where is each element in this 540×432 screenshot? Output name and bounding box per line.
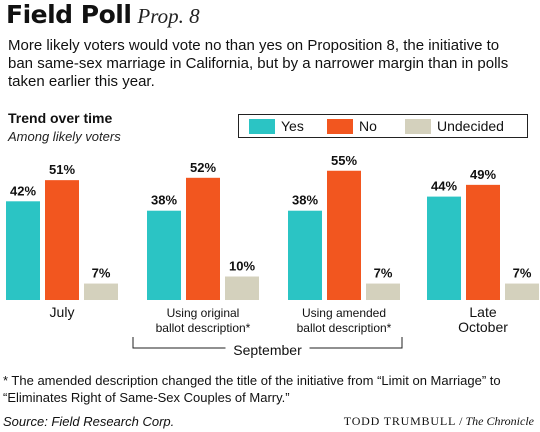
data-label-no-0: 51%: [49, 162, 75, 177]
data-label-yes-2: 38%: [292, 193, 318, 208]
category-label-2-1: ballot description*: [297, 321, 392, 335]
data-label-yes-3: 44%: [431, 179, 457, 194]
data-label-no-3: 49%: [470, 167, 496, 182]
data-label-undecided-0: 7%: [92, 266, 111, 281]
legend-item-no: No: [327, 118, 377, 134]
bar-yes-0: [6, 201, 40, 300]
headline: Field Poll Prop. 8: [6, 0, 200, 29]
footnote: * The amended description changed the ti…: [3, 373, 501, 405]
bar-undecided-2: [366, 283, 400, 300]
group-bracket-label-bg: [225, 342, 310, 358]
bar-no-0: [45, 180, 79, 300]
group-bracket-label: September: [233, 342, 302, 358]
bar-undecided-1: [225, 276, 259, 300]
category-label-2-0: Using amended: [302, 306, 386, 320]
section-title: Trend over time: [8, 110, 113, 126]
credit-paper: The Chronicle: [465, 414, 534, 428]
intro-text: More likely voters would vote no than ye…: [8, 37, 509, 90]
data-label-no-2: 55%: [331, 153, 357, 168]
data-label-undecided-3: 7%: [513, 266, 532, 281]
data-label-yes-1: 38%: [151, 193, 177, 208]
legend-item-yes: Yes: [249, 118, 304, 134]
source-note: Source: Field Research Corp.: [3, 414, 175, 429]
credit-line: TODD TRUMBULL / The Chronicle: [344, 414, 534, 429]
category-label-3-0: Late: [469, 304, 496, 320]
category-label-1-0: Using original: [167, 306, 240, 320]
bar-yes-1: [147, 210, 181, 300]
legend-swatch-yes: [249, 118, 275, 134]
credit-name: TODD TRUMBULL: [343, 414, 457, 428]
legend-label-undecided: Undecided: [437, 118, 504, 134]
bar-undecided-0: [84, 283, 118, 300]
bar-no-2: [327, 170, 361, 300]
bar-yes-2: [288, 210, 322, 300]
bar-no-1: [186, 177, 220, 300]
headline-title: Field Poll: [6, 0, 132, 29]
section-subtitle: Among likely voters: [8, 129, 121, 144]
legend: Yes No Undecided: [238, 114, 528, 138]
legend-swatch-no: [327, 118, 353, 134]
data-label-undecided-2: 7%: [374, 266, 393, 281]
category-label-1-1: ballot description*: [156, 321, 251, 335]
data-label-no-1: 52%: [190, 160, 216, 175]
legend-swatch-undecided: [405, 118, 431, 134]
legend-label-yes: Yes: [281, 118, 304, 134]
category-label-0-0: July: [50, 304, 75, 320]
credit-separator: /: [456, 414, 466, 428]
bar-no-3: [466, 184, 500, 300]
category-label-3-1: October: [458, 319, 508, 335]
data-label-yes-0: 42%: [10, 183, 36, 198]
data-label-undecided-1: 10%: [229, 259, 255, 274]
bar-yes-3: [427, 196, 461, 300]
bar-undecided-3: [505, 283, 539, 300]
legend-item-undecided: Undecided: [405, 118, 504, 134]
headline-subtitle: Prop. 8: [137, 4, 200, 28]
legend-label-no: No: [359, 118, 377, 134]
